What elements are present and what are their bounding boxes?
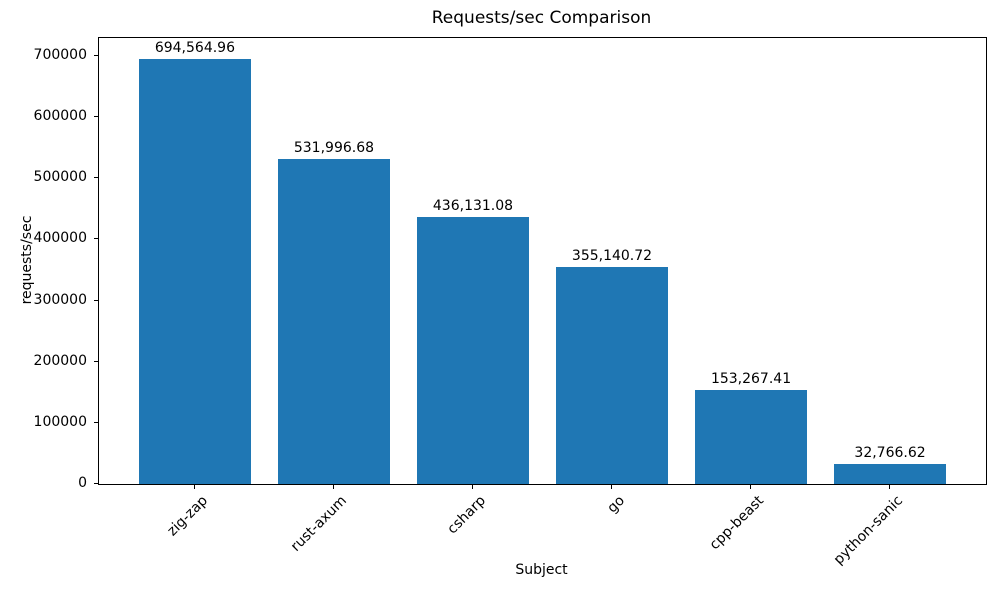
y-tick-label: 200000 (33, 352, 87, 369)
y-tick-mark (94, 483, 98, 484)
bar-cpp-beast (695, 390, 807, 484)
bar-value-label: 32,766.62 (854, 444, 926, 461)
x-tick-label-csharp: csharp (444, 492, 490, 538)
y-tick-label: 600000 (33, 108, 87, 125)
y-tick-label: 300000 (33, 291, 87, 308)
x-tick-mark (889, 485, 891, 489)
bar-csharp (417, 217, 529, 484)
bar-value-label: 694,564.96 (154, 40, 235, 57)
bar-python-sanic (834, 463, 946, 484)
y-tick-mark (94, 177, 98, 179)
bar-value-label: 153,267.41 (710, 371, 792, 388)
y-tick-label: 500000 (33, 169, 87, 186)
x-axis-label: Subject (515, 562, 568, 578)
y-tick-label: 700000 (33, 46, 87, 63)
x-tick-label-cpp-beast: cpp-beast (706, 492, 768, 554)
x-tick-mark (471, 485, 473, 489)
x-tick-label-rust-axum: rust-axum (287, 492, 350, 555)
x-tick-mark (332, 485, 334, 489)
plot-area: 694,564.96 531,996.68 436,131.08 355,140.72… (98, 37, 987, 485)
y-tick-mark (94, 54, 98, 56)
x-tick-mark (611, 485, 612, 489)
y-tick-mark (94, 360, 98, 362)
bar-go (556, 266, 668, 484)
y-tick-label: 400000 (33, 230, 87, 247)
y-tick-mark (94, 421, 98, 423)
bar-rust-axum (278, 158, 390, 484)
x-tick-mark (750, 485, 752, 489)
bar-value-label: 436,131.08 (432, 198, 514, 215)
y-tick-mark (94, 238, 98, 240)
x-tick-label-python-sanic: python-sanic (830, 492, 907, 568)
y-tick-mark (94, 299, 98, 301)
x-tick-label-go: go (604, 492, 629, 517)
bar-value-label: 531,996.68 (293, 139, 375, 156)
x-tick-label-zig-zap: zig-zap (164, 492, 211, 540)
y-tick-label: 0 (78, 475, 87, 491)
bar-zig-zap (139, 59, 251, 484)
x-tick-mark (193, 485, 195, 489)
y-tick-label: 100000 (33, 413, 87, 430)
bar-value-label: 355,140.72 (571, 247, 653, 264)
y-tick-mark (94, 116, 98, 118)
chart-title: Requests/sec Comparison (431, 8, 652, 28)
